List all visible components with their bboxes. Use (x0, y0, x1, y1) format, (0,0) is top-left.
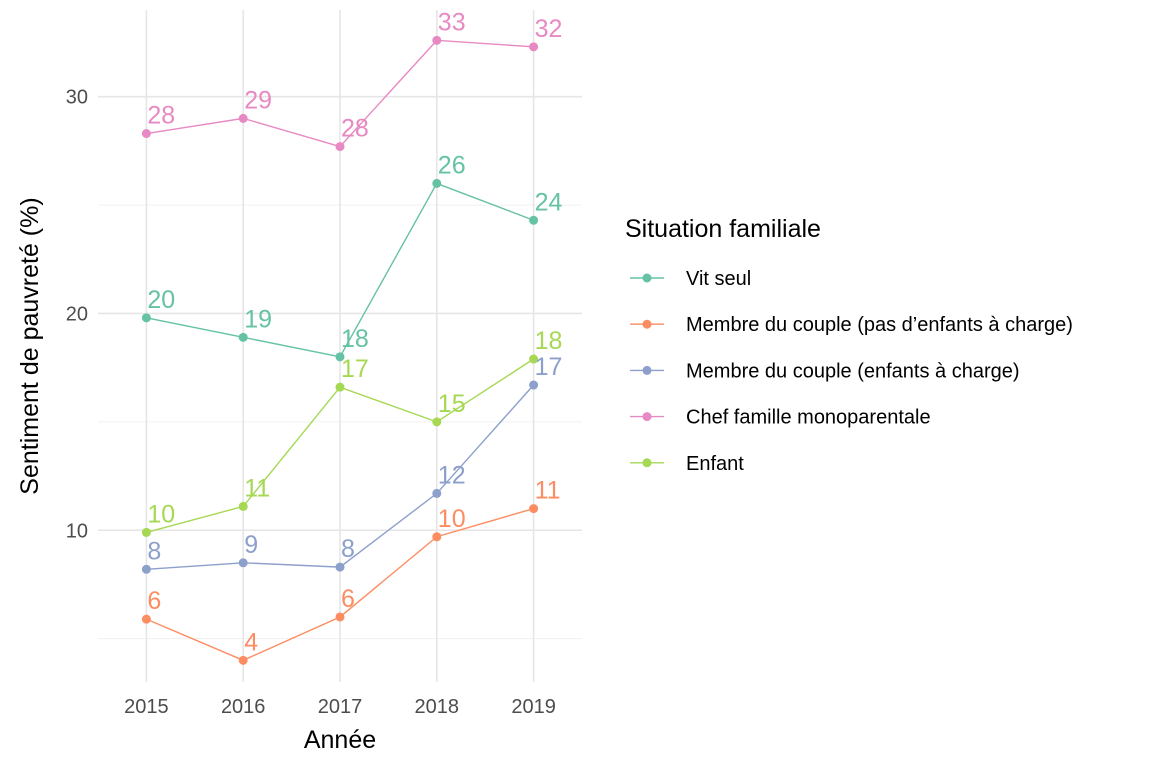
y-axis-ticks: 10 20 30 (66, 87, 88, 543)
y-tick-label: 30 (66, 87, 88, 109)
data-label: 33 (438, 8, 466, 36)
data-point (238, 332, 248, 342)
data-label: 26 (438, 151, 466, 179)
x-tick-label: 2017 (318, 696, 363, 718)
y-axis-title: Sentiment de pauvreté (%) (16, 197, 44, 494)
x-tick-label: 2015 (124, 696, 169, 718)
data-point (238, 501, 248, 511)
data-point (335, 352, 345, 362)
data-label: 11 (244, 474, 270, 502)
data-point (432, 532, 442, 542)
data-point (432, 178, 442, 188)
legend-key-point (642, 365, 652, 375)
series-lines (141, 35, 539, 665)
data-point (432, 35, 442, 45)
data-point (529, 380, 539, 390)
legend-title: Situation familiale (625, 215, 821, 243)
data-point (238, 113, 248, 123)
data-labels: 20 19 18 26 24 6 4 6 10 11 8 9 8 12 17 28 29 28 33 32 10 11 17… (147, 8, 562, 656)
x-axis-title: Année (304, 726, 376, 754)
legend-key-point (642, 319, 652, 329)
data-point (529, 42, 539, 52)
data-label: 19 (244, 305, 272, 333)
legend-item-label: Membre du couple (enfants à charge) (686, 360, 1020, 382)
legend-item-label: Membre du couple (pas d’enfants à charge… (686, 314, 1073, 336)
data-label: 15 (438, 390, 466, 418)
data-label: 20 (147, 286, 175, 314)
data-point (529, 215, 539, 225)
data-label: 28 (341, 115, 369, 143)
data-point (141, 614, 151, 624)
x-tick-label: 2016 (221, 696, 266, 718)
data-point (141, 313, 151, 323)
legend-key-point (642, 412, 652, 422)
data-label: 18 (535, 327, 563, 355)
data-label: 10 (438, 505, 466, 533)
legend: Situation familiale Vit seul Membre du co… (625, 215, 1073, 475)
data-label: 29 (244, 86, 272, 114)
data-label: 18 (341, 325, 369, 353)
data-label: 28 (147, 102, 175, 130)
y-tick-label: 20 (66, 303, 88, 325)
data-label: 12 (438, 461, 466, 489)
data-point (432, 488, 442, 498)
data-label: 32 (535, 15, 563, 43)
x-tick-label: 2018 (415, 696, 460, 718)
legend-item-label: Enfant (686, 453, 744, 475)
x-tick-label: 2019 (511, 696, 556, 718)
data-point (529, 504, 539, 514)
data-label: 11 (535, 477, 561, 505)
data-point (141, 564, 151, 574)
y-tick-label: 10 (66, 520, 88, 542)
data-label: 6 (341, 585, 355, 613)
x-axis-ticks: 2015 2016 2017 2018 2019 (124, 696, 556, 718)
data-point (335, 382, 345, 392)
data-label: 10 (147, 500, 175, 528)
legend-key-point (642, 273, 652, 283)
legend-item-label: Vit seul (686, 268, 751, 290)
data-label: 8 (341, 535, 355, 563)
data-point (141, 129, 151, 139)
data-point (335, 562, 345, 572)
data-point (529, 354, 539, 364)
data-point (335, 612, 345, 622)
legend-key-point (642, 458, 652, 468)
data-label: 8 (147, 537, 161, 565)
data-point (238, 558, 248, 568)
data-label: 4 (244, 628, 258, 656)
data-label: 17 (341, 355, 369, 383)
data-label: 6 (147, 587, 161, 615)
data-point (432, 417, 442, 427)
data-point (335, 142, 345, 152)
data-label: 24 (535, 188, 563, 216)
data-point (141, 527, 151, 537)
data-label: 9 (244, 531, 258, 559)
data-point (238, 655, 248, 665)
data-label: 17 (535, 353, 563, 381)
legend-item-label: Chef famille monoparentale (686, 407, 931, 429)
